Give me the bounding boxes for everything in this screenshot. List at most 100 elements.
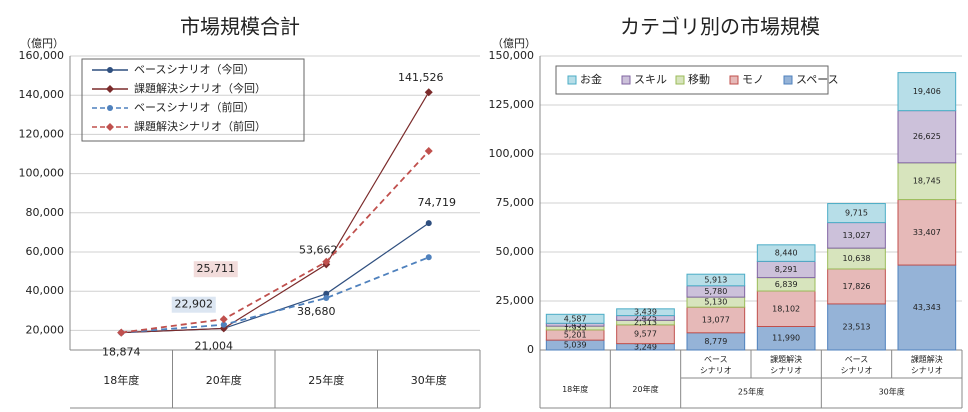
y-tick-label: 120,000 <box>19 127 65 140</box>
legend-label: お金 <box>580 72 602 86</box>
group-label: 30年度 <box>879 387 905 397</box>
legend-label: ベースシナリオ（前回） <box>134 100 254 114</box>
label-bg <box>193 261 238 278</box>
data-label: 8,779 <box>704 337 727 346</box>
legend-marker <box>107 105 113 111</box>
data-label: 5,780 <box>704 287 727 296</box>
point <box>425 220 432 227</box>
y-tick-label: 140,000 <box>19 88 65 101</box>
series-line <box>121 150 430 334</box>
bar-segment <box>616 308 675 317</box>
data-label: 9,715 <box>845 209 868 218</box>
y-tick-label: 150,000 <box>489 49 535 62</box>
data-label: 18,874 <box>102 346 141 359</box>
legend-marker <box>106 123 114 131</box>
x-tick-label: 25年度 <box>308 373 344 387</box>
data-label: 3,439 <box>634 308 657 317</box>
point <box>323 290 330 297</box>
legend-swatch <box>675 75 685 85</box>
legend-label: モノ <box>742 73 764 86</box>
data-label: 5,913 <box>704 275 727 284</box>
data-label: 43,343 <box>913 303 941 312</box>
y-tick-label: 125,000 <box>489 98 535 111</box>
point <box>323 295 330 302</box>
x-tick-label: 20年度 <box>632 385 659 394</box>
data-label: 5,201 <box>564 331 587 340</box>
data-label: 141,526 <box>398 71 444 84</box>
data-label: 2,313 <box>634 318 657 327</box>
point <box>220 321 227 328</box>
x-tick-label: 18年度 <box>103 373 139 387</box>
data-label: 38,680 <box>297 305 336 318</box>
data-label: 1,455 <box>564 320 587 329</box>
bar-segment <box>545 313 605 324</box>
legend-marker <box>107 67 113 73</box>
x-tick-label: ベース シナリオ <box>840 355 873 375</box>
data-label: 6,839 <box>775 280 798 289</box>
bar-segment <box>686 273 746 287</box>
y-tick-label: 0 <box>527 343 534 356</box>
group-label: 25年度 <box>738 387 764 397</box>
y-tick-label: 50,000 <box>496 245 535 258</box>
bar-segment <box>897 72 957 112</box>
legend-label: 課題解決シナリオ（今回） <box>134 81 266 95</box>
legend-label: スペース <box>796 73 839 86</box>
label-bg <box>171 296 216 313</box>
y-unit: （億円） <box>20 37 64 50</box>
y-tick-label: 100,000 <box>19 167 65 180</box>
point <box>219 315 228 324</box>
data-label: 19,406 <box>913 87 941 96</box>
x-tick-label: ベース シナリオ <box>699 355 732 375</box>
series-line <box>121 91 430 334</box>
x-tick-label: 30年度 <box>411 373 447 387</box>
legend-swatch <box>621 75 631 85</box>
data-label: 9,577 <box>634 330 657 339</box>
bar-segment <box>827 203 886 224</box>
data-label: 13,027 <box>843 231 871 240</box>
chart-title: 市場規模合計 <box>180 15 300 39</box>
data-label: 23,513 <box>843 322 871 331</box>
y-tick-label: 25,000 <box>496 294 535 307</box>
data-label: 3,249 <box>634 342 657 351</box>
data-label: 5,039 <box>564 341 587 350</box>
legend-label: 課題解決シナリオ（前回） <box>134 119 266 133</box>
bar-segment <box>756 244 816 262</box>
y-tick-label: 80,000 <box>26 206 65 219</box>
chart-title: カテゴリ別の市場規模 <box>620 15 820 39</box>
x-tick-label: 課題解決 シナリオ <box>770 355 803 375</box>
x-tick-label: 20年度 <box>206 373 242 387</box>
y-tick-label: 60,000 <box>26 245 65 258</box>
data-label: 25,711 <box>197 262 236 275</box>
series-line <box>121 256 430 334</box>
bar-segment <box>686 306 746 334</box>
legend-marker <box>106 85 114 93</box>
data-label: 18,745 <box>913 177 941 186</box>
data-label: 17,826 <box>843 282 871 291</box>
data-label: 26,625 <box>913 132 941 141</box>
x-tick-label: 課題解決 シナリオ <box>910 355 943 375</box>
data-label: 11,990 <box>772 334 800 343</box>
legend-swatch <box>729 75 739 85</box>
data-label: 10,638 <box>843 254 871 263</box>
point <box>424 88 433 97</box>
data-label: 1,935 <box>564 324 587 333</box>
legend-box <box>81 58 305 142</box>
point <box>117 328 126 337</box>
data-label: 8,440 <box>775 249 798 258</box>
data-label: 5,130 <box>704 298 727 307</box>
y-tick-label: 160,000 <box>19 49 65 62</box>
data-label: 13,077 <box>702 315 730 324</box>
y-tick-label: 20,000 <box>26 323 65 336</box>
data-label: 8,291 <box>775 265 798 274</box>
x-tick-label: 18年度 <box>562 385 589 394</box>
bar-segment <box>897 199 957 266</box>
data-label: 53,662 <box>299 243 338 256</box>
legend-label: スキル <box>634 73 667 86</box>
bar-segment <box>897 110 957 164</box>
legend-label: ベースシナリオ（今回） <box>134 62 254 76</box>
bar-segment <box>827 303 886 351</box>
point <box>425 254 432 261</box>
legend-label: 移動 <box>688 72 710 86</box>
